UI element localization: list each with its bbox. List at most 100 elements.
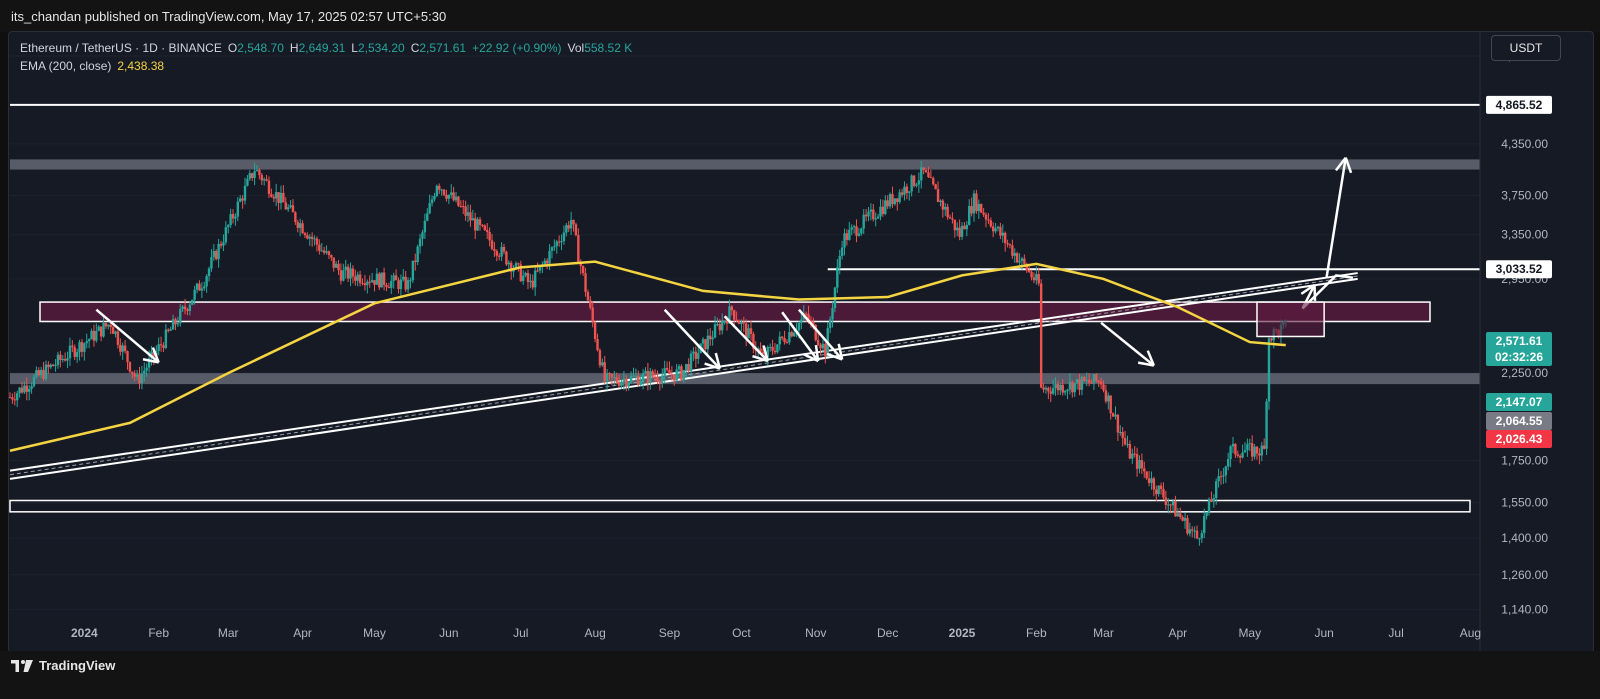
x-tick-label: Mar [218, 626, 239, 640]
candle-body [164, 329, 168, 348]
candle-body [51, 364, 55, 367]
candle-body [1200, 533, 1204, 539]
symbol-title[interactable]: Ethereum / TetherUS · 1D · BINANCE [20, 41, 222, 55]
candle-body [442, 189, 446, 195]
candle-body [147, 358, 151, 368]
tradingview-logo[interactable]: TradingView [11, 658, 115, 673]
annotation-arrowhead [1334, 156, 1347, 172]
price-tag-label: 02:32:26 [1495, 350, 1543, 364]
candle-body [387, 287, 391, 289]
candle-body [195, 283, 199, 290]
x-tick-label: Jun [1314, 626, 1333, 640]
candle-body [1102, 384, 1105, 391]
candle-body [1183, 517, 1187, 521]
candle-body [205, 276, 208, 287]
candle-body [469, 212, 472, 221]
chart-frame[interactable] [8, 31, 1594, 653]
candle-body [984, 214, 988, 220]
candle-body [495, 251, 499, 256]
candle-body [102, 323, 105, 337]
zone-box [10, 159, 1480, 170]
candle-body [135, 374, 139, 377]
candle-body [1171, 501, 1175, 506]
candle-body [1157, 485, 1160, 495]
candle-body [956, 227, 959, 231]
candle-body [13, 399, 16, 401]
candle-body [1248, 443, 1251, 445]
candle-body [1063, 391, 1067, 393]
candle-body [629, 375, 633, 383]
candle-body [737, 321, 741, 325]
candle-body [1203, 516, 1206, 534]
candle-body [1008, 244, 1012, 246]
candle-body [337, 263, 340, 271]
candle-body [550, 247, 554, 251]
candle-body [876, 216, 880, 219]
candle-body [1133, 453, 1136, 455]
candle-body [498, 255, 501, 257]
candle-body [454, 196, 458, 201]
candle-body [831, 308, 834, 320]
candle-body [107, 324, 110, 327]
candle-body [411, 260, 415, 281]
candle-body [778, 336, 781, 345]
candle-body [1167, 504, 1170, 506]
candle-body [229, 214, 232, 226]
candle-body [457, 196, 460, 206]
candle-body [1056, 383, 1060, 391]
candle-body [104, 323, 108, 327]
currency-button[interactable]: USDT [1491, 35, 1561, 61]
candle-body [152, 351, 156, 357]
candle-body [1054, 383, 1057, 389]
candle-body [716, 324, 719, 326]
candle-body [879, 206, 882, 217]
x-tick-label: 2024 [71, 626, 98, 640]
candle-body [298, 223, 302, 228]
candle-body [569, 219, 573, 229]
candle-body [260, 175, 263, 181]
candle-body [960, 225, 964, 237]
candle-body [1044, 387, 1048, 390]
candle-body [1030, 271, 1033, 278]
candle-body [406, 280, 410, 290]
ema-label[interactable]: EMA (200, close) [20, 59, 112, 73]
candle-body [92, 330, 96, 341]
candle-body [1080, 376, 1084, 390]
candle-body [680, 366, 683, 380]
candle-body [514, 263, 518, 269]
candle-body [44, 364, 48, 379]
candle-body [47, 364, 50, 368]
candle-body [996, 226, 1000, 229]
candle-body [1212, 498, 1216, 502]
candle-body [334, 263, 338, 268]
open-label: O [227, 41, 238, 55]
candle-body [519, 264, 522, 282]
candle-body [378, 273, 381, 288]
candle-body [1143, 468, 1146, 472]
candle-body [538, 265, 542, 271]
x-tick-label: Mar [1093, 626, 1114, 640]
candle-body [1099, 381, 1103, 385]
candle-body [358, 274, 362, 283]
candle-body [1246, 444, 1249, 451]
price-tag-bg [1486, 412, 1552, 430]
candle-body [1191, 529, 1194, 531]
candle-body [809, 321, 813, 323]
candle-body [999, 226, 1002, 236]
candle-body [725, 320, 729, 324]
candle-body [1227, 459, 1230, 467]
candle-body [637, 375, 640, 385]
candle-body [430, 199, 434, 204]
candle-body [330, 255, 333, 258]
candle-body [1066, 389, 1069, 392]
candle-body [1015, 253, 1019, 263]
candle-body [267, 180, 271, 195]
candle-body [1267, 338, 1271, 402]
candle-body [608, 373, 611, 375]
candle-body [11, 397, 14, 400]
candle-body [207, 268, 211, 277]
candle-body [687, 364, 690, 372]
candle-body [1181, 517, 1184, 521]
candle-body [824, 343, 827, 357]
